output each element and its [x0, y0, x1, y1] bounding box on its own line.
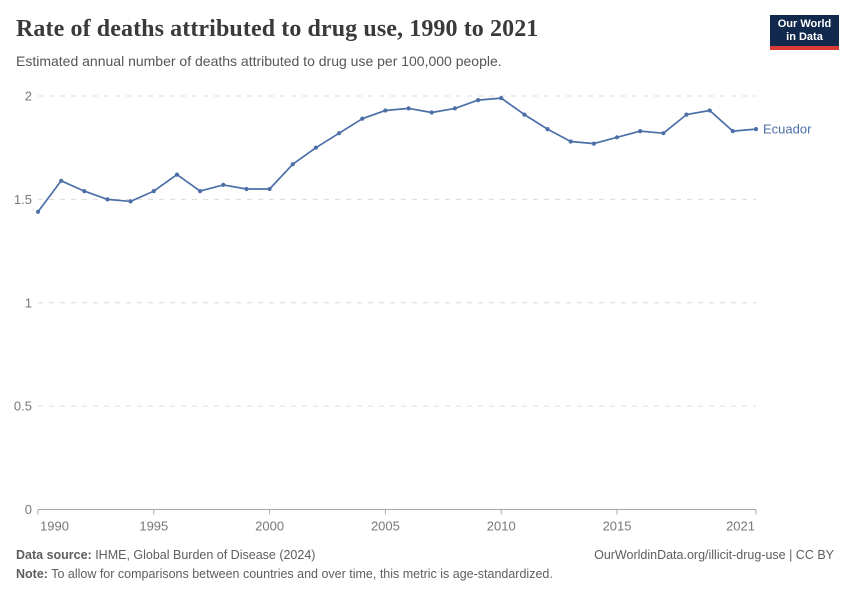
note-label: Note: — [16, 567, 48, 581]
data-point[interactable] — [614, 135, 620, 140]
data-point[interactable] — [174, 172, 180, 177]
data-point[interactable] — [383, 108, 388, 113]
x-axis-tick-label: 1990 — [40, 519, 69, 534]
y-axis-tick-label: 1 — [25, 295, 32, 310]
x-axis-tick-label: 2021 — [726, 519, 755, 534]
data-point[interactable] — [452, 106, 457, 111]
page-title: Rate of deaths attributed to drug use, 1… — [16, 16, 539, 42]
note-text: Note: To allow for comparisons between c… — [16, 567, 553, 581]
series-line[interactable] — [37, 97, 757, 213]
data-point[interactable] — [82, 189, 87, 194]
data-point[interactable] — [128, 199, 133, 204]
data-point[interactable] — [406, 106, 411, 111]
data-point[interactable] — [59, 178, 64, 183]
data-point[interactable] — [429, 110, 434, 115]
data-point[interactable] — [221, 182, 226, 187]
data-point[interactable] — [730, 129, 735, 134]
series-end-label[interactable]: Ecuador — [763, 122, 812, 137]
data-point[interactable] — [313, 145, 318, 150]
data-point[interactable] — [499, 96, 504, 101]
note-value: To allow for comparisons between countri… — [47, 567, 553, 581]
y-axis-tick-label: 0.5 — [14, 399, 32, 414]
data-point[interactable] — [198, 189, 203, 194]
y-axis-tick-label: 1.5 — [14, 192, 32, 207]
data-source-text: Data source: IHME, Global Burden of Dise… — [16, 546, 315, 565]
chart-footer: Data source: IHME, Global Burden of Dise… — [16, 546, 834, 584]
owid-logo-line2: in Data — [786, 30, 823, 43]
data-point[interactable] — [476, 98, 481, 103]
data-point[interactable] — [267, 186, 272, 192]
x-axis-tick-label: 2010 — [487, 519, 516, 534]
chart-subtitle: Estimated annual number of deaths attrib… — [16, 53, 502, 69]
y-axis-tick-label: 0 — [25, 502, 32, 517]
data-point[interactable] — [105, 197, 110, 202]
data-point[interactable] — [638, 129, 643, 134]
data-point[interactable] — [151, 189, 156, 194]
x-axis-tick-label: 2015 — [603, 519, 632, 534]
data-point[interactable] — [684, 112, 689, 117]
data-point[interactable] — [290, 162, 295, 167]
data-point[interactable] — [661, 131, 666, 136]
owid-logo[interactable]: Our World in Data — [770, 15, 839, 50]
owid-logo-line1: Our World — [777, 18, 832, 30]
y-axis-tick-label: 2 — [25, 89, 32, 104]
data-source-label: Data source: — [16, 548, 92, 562]
x-axis-tick-label: 2005 — [371, 519, 400, 534]
data-point[interactable] — [337, 131, 342, 136]
x-axis-tick-label: 1995 — [139, 519, 168, 534]
data-point[interactable] — [35, 209, 41, 214]
data-point[interactable] — [545, 127, 550, 132]
data-point[interactable] — [522, 112, 527, 117]
owid-citation-link[interactable]: OurWorldinData.org/illicit-drug-use | CC… — [594, 548, 834, 562]
data-point[interactable] — [753, 127, 759, 132]
data-point[interactable] — [360, 116, 365, 121]
data-point[interactable] — [244, 186, 249, 192]
data-point[interactable] — [591, 141, 597, 146]
data-point[interactable] — [707, 108, 712, 113]
data-point[interactable] — [568, 139, 573, 144]
data-source-value: IHME, Global Burden of Disease (2024) — [91, 548, 316, 562]
x-axis-tick-label: 2000 — [255, 519, 284, 534]
